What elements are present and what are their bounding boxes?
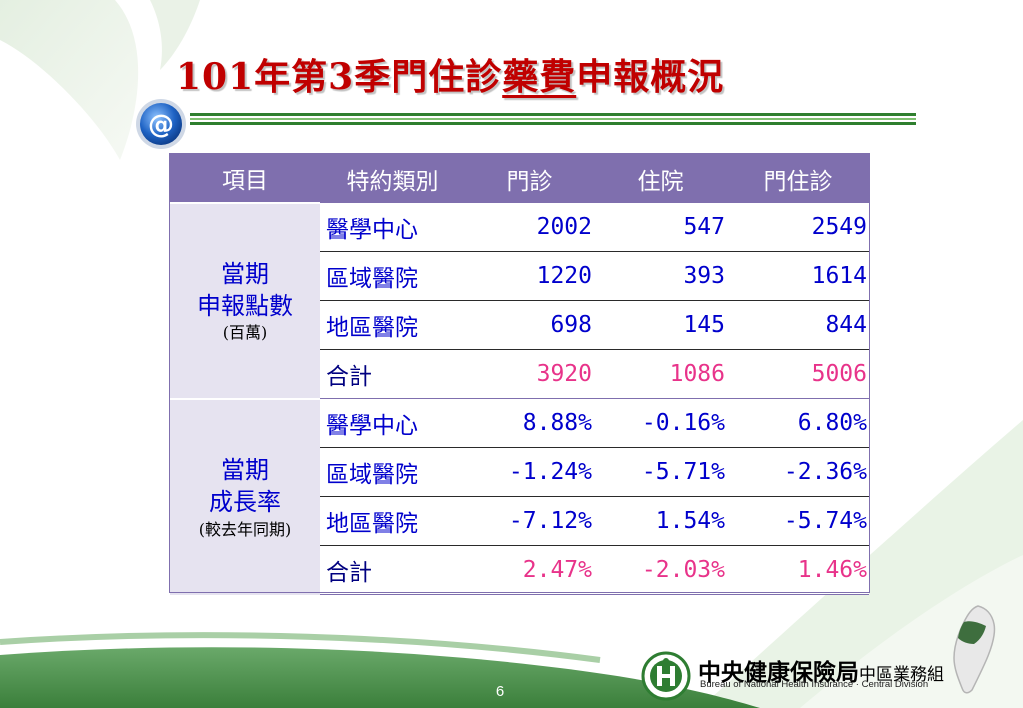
inpatient-cell: -5.71% <box>594 447 727 497</box>
group-claimed-points: 當期 申報點數 (百萬) <box>170 202 320 399</box>
organization-english-name: Bureau of National Health Insurance · Ce… <box>700 679 929 690</box>
org-name-main: 中央健康保險局 <box>698 660 859 686</box>
outpatient-cell: 698 <box>465 300 594 350</box>
table-row: 當期 成長率 (較去年同期) 醫學中心 8.88% -0.16% 6.80% <box>170 397 869 595</box>
table-row: 地區醫院 -7.12% 1.54% -5.74% <box>170 496 869 546</box>
inpatient-cell: 547 <box>594 203 727 252</box>
title-underlined: 藥費 <box>502 56 577 98</box>
group-label-line1: 當期 <box>221 259 269 288</box>
outpatient-cell: 1220 <box>465 251 594 301</box>
header-outpatient: 門診 <box>465 154 594 203</box>
table-row-total: 合計 2.47% -2.03% 1.46% <box>170 545 869 595</box>
total-cell: 5006 <box>727 349 869 399</box>
at-sign-icon: @ <box>136 99 186 149</box>
table-row: 地區醫院 698 145 844 <box>170 300 869 350</box>
header-category: 特約類別 <box>320 154 465 203</box>
outpatient-cell: 2002 <box>465 203 594 252</box>
outpatient-cell: 8.88% <box>465 398 594 448</box>
category-cell: 合計 <box>320 349 465 399</box>
taiwan-map-icon <box>953 605 996 694</box>
title-part2: 申報概況 <box>576 56 725 98</box>
inpatient-cell: 145 <box>594 300 727 350</box>
total-cell: 844 <box>727 300 869 350</box>
total-cell: 2549 <box>727 203 869 252</box>
header-item: 項目 <box>170 154 320 203</box>
group-label-line1: 當期 <box>221 455 269 484</box>
header-row: 項目 特約類別 門診 住院 門住診 <box>170 154 869 203</box>
total-cell: 1614 <box>727 251 869 301</box>
table-row: 區域醫院 -1.24% -5.71% -2.36% <box>170 447 869 497</box>
inpatient-cell: -2.03% <box>594 545 727 595</box>
total-cell: -5.74% <box>727 496 869 546</box>
group-label-note: (較去年同期) <box>198 519 292 539</box>
category-cell: 地區醫院 <box>320 496 465 546</box>
page-number: 6 <box>495 683 505 700</box>
table-row: 區域醫院 1220 393 1614 <box>170 251 869 301</box>
category-cell: 醫學中心 <box>320 398 465 448</box>
category-cell: 醫學中心 <box>320 203 465 252</box>
title-part1: 101年第3季門住診 <box>176 56 503 98</box>
inpatient-cell: 1.54% <box>594 496 727 546</box>
inpatient-cell: 1086 <box>594 349 727 399</box>
total-cell: -2.36% <box>727 447 869 497</box>
category-cell: 合計 <box>320 545 465 595</box>
inpatient-cell: 393 <box>594 251 727 301</box>
outpatient-cell: 2.47% <box>465 545 594 595</box>
svg-text:@: @ <box>148 110 174 140</box>
org-division: 中區業務組 <box>859 665 944 685</box>
total-cell: 6.80% <box>727 398 869 448</box>
group-growth-rate: 當期 成長率 (較去年同期) <box>170 397 320 595</box>
outpatient-cell: -1.24% <box>465 447 594 497</box>
table-row: 當期 申報點數 (百萬) 醫學中心 2002 547 2549 <box>170 202 869 399</box>
header-inpatient: 住院 <box>594 154 727 203</box>
organization-name: 中央健康保險局中區業務組 <box>698 653 944 687</box>
category-cell: 地區醫院 <box>320 300 465 350</box>
group-label-line2: 成長率 <box>209 488 281 517</box>
category-cell: 區域醫院 <box>320 251 465 301</box>
inpatient-cell: -0.16% <box>594 398 727 448</box>
group-label-line2: 申報點數 <box>197 291 293 320</box>
slide-title: 101年第3季門住診藥費申報概況 <box>176 48 724 100</box>
table-row-total: 合計 3920 1086 5006 <box>170 349 869 399</box>
drug-cost-table: 項目 特約類別 門診 住院 門住診 當期 申報點數 (百萬) 醫學中心 2002… <box>170 154 869 595</box>
nhi-logo-icon <box>641 651 691 701</box>
outpatient-cell: -7.12% <box>465 496 594 546</box>
header-total: 門住診 <box>727 154 869 203</box>
category-cell: 區域醫院 <box>320 447 465 497</box>
outpatient-cell: 3920 <box>465 349 594 399</box>
group-label-unit: (百萬) <box>222 323 268 343</box>
total-cell: 1.46% <box>727 545 869 595</box>
